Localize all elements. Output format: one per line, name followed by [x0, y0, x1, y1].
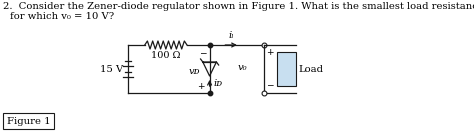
Text: 2.  Consider the Zener-diode regulator shown in Figure 1. What is the smallest l: 2. Consider the Zener-diode regulator sh… [3, 2, 474, 11]
Text: +: + [266, 48, 273, 57]
Text: vᴅ: vᴅ [189, 66, 201, 76]
Text: iₗ: iₗ [228, 31, 234, 40]
Text: for which v₀ = 10 V?: for which v₀ = 10 V? [10, 12, 114, 21]
Bar [277, 52, 296, 86]
Text: v₀: v₀ [238, 63, 247, 72]
Text: 100 Ω: 100 Ω [151, 51, 181, 60]
Text: 15 V: 15 V [100, 65, 124, 74]
Text: iᴅ: iᴅ [213, 78, 222, 88]
Text: −: − [199, 48, 207, 57]
Text: −: − [266, 80, 273, 89]
Bar [3, 113, 55, 129]
Text: +: + [197, 82, 204, 91]
Text: Figure 1: Figure 1 [7, 117, 50, 126]
Text: Load: Load [299, 65, 324, 74]
